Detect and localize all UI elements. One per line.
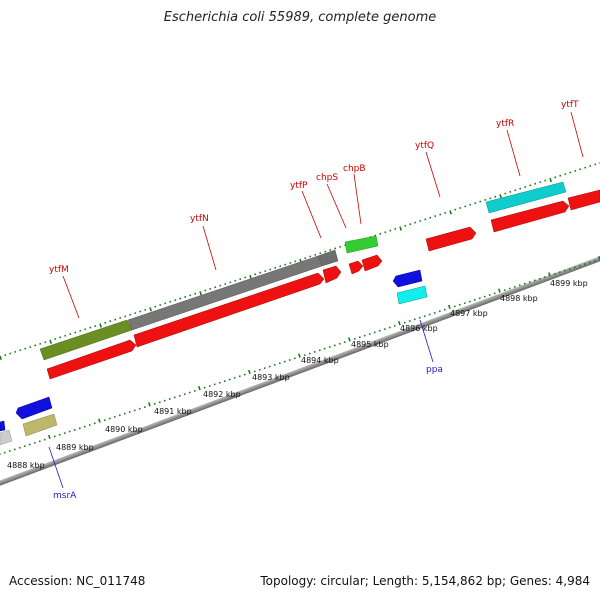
scale-label: 4899 kbp (550, 279, 588, 288)
gene-label-chpB[interactable]: chpB (343, 164, 366, 174)
major-tick (199, 291, 202, 296)
map-title: Escherichia coli 55989, complete genome (163, 10, 437, 25)
major-tick (348, 337, 351, 342)
gene-label-ytfR[interactable]: ytfR (496, 119, 514, 129)
gene-label-ytfM[interactable]: ytfM (49, 265, 69, 275)
scale-label: 4896 kbp (400, 324, 438, 333)
scale-labels: 4888 kbp 4889 kbp 4890 kbp 4891 kbp 4892… (7, 279, 588, 470)
gene-label-ppa[interactable]: ppa (426, 365, 443, 375)
major-tick (49, 339, 52, 344)
scale-label: 4897 kbp (450, 309, 488, 318)
major-tick (149, 307, 152, 312)
major-tick (148, 402, 151, 407)
gene-ppa-cds[interactable] (392, 269, 423, 288)
outer-tick-ruler (0, 162, 600, 361)
major-tick (549, 177, 552, 183)
gene-label-ytfP[interactable]: ytfP (290, 181, 308, 191)
major-tick (298, 353, 301, 358)
gene-ytfT-cds[interactable] (567, 189, 600, 211)
genome-backbone (0, 176, 600, 497)
scale-label: 4893 kbp (252, 373, 290, 382)
scale-label: 4895 kbp (351, 340, 389, 349)
gene-msrA-cog[interactable] (22, 413, 58, 437)
gene-ytfP-cds[interactable] (322, 265, 342, 284)
scale-label: 4891 kbp (154, 407, 192, 416)
forward-cds-track (46, 189, 600, 380)
major-tick (198, 385, 201, 391)
label-leaders (48, 111, 584, 489)
gene-chpB-cds[interactable] (361, 254, 383, 272)
reverse-cog-track (0, 285, 428, 446)
major-tick (548, 272, 551, 277)
scale-label: 4894 kbp (301, 356, 339, 365)
major-tick (48, 434, 51, 439)
gene-label-ytfN[interactable]: ytfN (190, 214, 209, 224)
major-tick (448, 304, 451, 309)
gene-chpB-cog[interactable] (344, 235, 379, 254)
genome-summary: Topology: circular; Length: 5,154,862 bp… (260, 574, 590, 588)
gene-ppa-cog[interactable] (396, 285, 428, 305)
scale-label: 4888 kbp (7, 461, 45, 470)
gene-label-msrA[interactable]: msrA (53, 491, 77, 501)
scale-label: 4889 kbp (56, 443, 94, 452)
gene-ytfR-cds[interactable] (490, 200, 570, 233)
gene-ytfM-cds[interactable] (46, 339, 137, 380)
scale-label: 4892 kbp (203, 390, 241, 399)
scale-label: 4898 kbp (500, 294, 538, 303)
major-tick (449, 210, 452, 215)
major-tick (498, 288, 501, 293)
major-tick (99, 323, 102, 328)
gene-ytfN-cds[interactable] (133, 272, 325, 348)
gene-labels: ytfM ytfN ytfP chpS chpB ytfQ ytfR ytfT … (49, 100, 579, 501)
gene-ytfR-cog[interactable] (485, 181, 567, 214)
gene-label-ytfQ[interactable]: ytfQ (415, 141, 434, 151)
major-tick (399, 226, 402, 231)
gene-ytfP-cog[interactable] (317, 249, 339, 267)
major-tick (0, 355, 2, 361)
gene-chpS-cds[interactable] (348, 260, 364, 275)
gene-msrA-cds[interactable] (15, 396, 53, 420)
inner-tick-ruler (0, 255, 600, 455)
cog-track (39, 181, 567, 361)
gene-label-chpS[interactable]: chpS (316, 173, 338, 183)
major-tick (499, 194, 502, 199)
gene-ytfQ-cds[interactable] (425, 226, 477, 252)
major-tick (398, 320, 401, 326)
scale-label: 4890 kbp (105, 425, 143, 434)
major-tick (98, 418, 101, 423)
gene-left-edge-cog[interactable] (0, 429, 13, 446)
major-tick (248, 369, 251, 374)
gene-left-edge-cds[interactable] (0, 420, 6, 432)
accession-label: Accession: NC_011748 (9, 574, 146, 588)
reverse-cds-track (0, 269, 423, 432)
gene-label-ytfT[interactable]: ytfT (561, 100, 579, 110)
